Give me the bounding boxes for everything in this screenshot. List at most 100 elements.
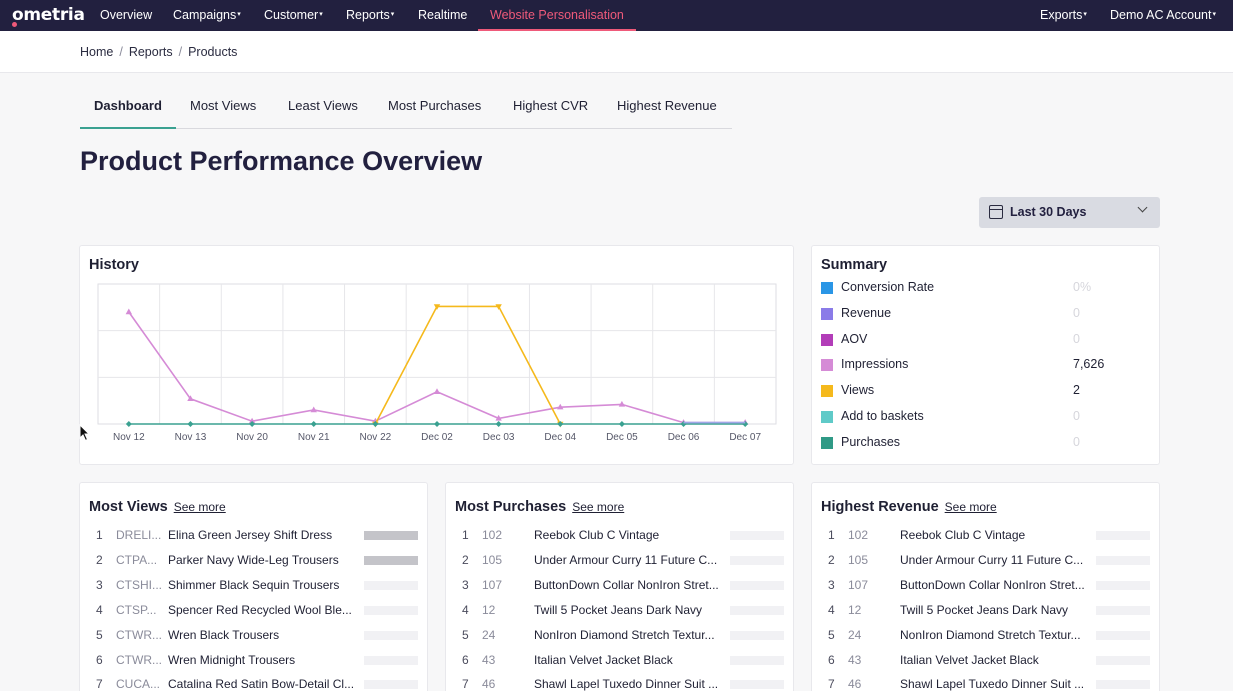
plot-area	[97, 283, 777, 425]
summary-value: 0	[1073, 409, 1080, 423]
list-item[interactable]: 2 CTPA... Parker Navy Wide-Leg Trousers	[89, 553, 420, 571]
list-item[interactable]: 4 CTSP... Spencer Red Recycled Wool Ble...	[89, 603, 420, 621]
data-point-impressions[interactable]	[248, 417, 256, 424]
list-item[interactable]: 3 CTSHI... Shimmer Black Sequin Trousers	[89, 578, 420, 596]
product-name: Reebok Club C Vintage	[900, 528, 1026, 542]
data-point-purchases[interactable]	[434, 421, 440, 427]
nav-realtime[interactable]: Realtime	[418, 0, 467, 31]
data-point-impressions[interactable]	[310, 406, 317, 413]
most-purchases-see-more-link[interactable]: See more	[572, 500, 625, 514]
breadcrumb-home[interactable]: Home	[80, 45, 114, 59]
summary-value: 0	[1073, 434, 1080, 449]
list-rank: 3	[96, 577, 103, 592]
data-point-views[interactable]	[433, 304, 441, 310]
product-code: 43	[482, 652, 496, 667]
data-point-purchases[interactable]	[372, 421, 379, 427]
list-item[interactable]: 1 102 Reebok Club C Vintage	[455, 528, 786, 546]
value-bar	[730, 680, 784, 690]
data-point-impressions[interactable]	[495, 414, 502, 421]
data-point-purchases[interactable]	[310, 421, 317, 427]
list-item[interactable]: 5 CTWR... Wren Black Trousers	[89, 628, 420, 646]
data-point-purchases[interactable]	[249, 421, 256, 427]
list-rank: 4	[462, 602, 469, 617]
nav-reports[interactable]: Reports▾	[346, 0, 394, 31]
tab-least-views[interactable]: Least Views	[288, 98, 358, 113]
list-item[interactable]: 7 CUCA... Catalina Red Satin Bow-Detail Cl…	[89, 677, 420, 691]
list-item[interactable]: 1 DRELI... Elina Green Jersey Shift Dress	[89, 528, 420, 546]
data-point-views[interactable]	[495, 304, 502, 310]
data-point-impressions[interactable]	[125, 308, 133, 315]
list-item[interactable]: 7 46 Shawl Lapel Tuxedo Dinner Suit ...	[455, 677, 786, 691]
product-code: 46	[848, 677, 862, 691]
list-item[interactable]: 2 105 Under Armour Curry 11 Future C...	[455, 553, 786, 571]
value-bar-fill	[364, 555, 418, 565]
summary-row: AOV 0	[821, 332, 1151, 350]
product-code: 107	[482, 577, 503, 592]
active-tab-indicator	[80, 127, 176, 129]
list-rank: 3	[828, 577, 835, 592]
product-name: Shimmer Black Sequin Trousers	[168, 577, 340, 592]
data-point-purchases[interactable]	[187, 421, 194, 427]
nav-customer[interactable]: Customer▾	[264, 0, 323, 31]
most-views-title: Most Views See more	[89, 499, 226, 515]
value-bar	[1096, 655, 1150, 665]
value-bar	[730, 605, 784, 615]
product-name: Italian Velvet Jacket Black	[534, 652, 673, 667]
data-point-purchases[interactable]	[557, 421, 564, 427]
x-tick-label: Dec 07	[729, 432, 761, 443]
highest-revenue-see-more-link[interactable]: See more	[944, 500, 997, 514]
tab-most-purchases[interactable]: Most Purchases	[388, 98, 482, 113]
list-item[interactable]: 5 24 NonIron Diamond Stretch Textur...	[455, 628, 786, 646]
list-rank: 1	[96, 528, 103, 542]
list-item[interactable]: 7 46 Shawl Lapel Tuxedo Dinner Suit ...	[821, 677, 1152, 691]
nav-exports-label: Exports	[1040, 8, 1083, 22]
list-item[interactable]: 2 105 Under Armour Curry 11 Future C...	[821, 553, 1152, 571]
list-item[interactable]: 4 12 Twill 5 Pocket Jeans Dark Navy	[821, 603, 1152, 621]
breadcrumb-reports[interactable]: Reports	[128, 45, 173, 59]
data-point-purchases[interactable]	[495, 421, 502, 427]
data-point-purchases[interactable]	[618, 421, 625, 427]
tab-highest-cvr[interactable]: Highest CVR	[513, 98, 589, 113]
value-bar	[364, 531, 418, 540]
ometria-logo[interactable]: ometria	[12, 5, 85, 27]
list-item[interactable]: 6 CTWR... Wren Midnight Trousers	[89, 653, 420, 671]
list-item[interactable]: 6 43 Italian Velvet Jacket Black	[821, 653, 1152, 671]
product-name: Under Armour Curry 11 Future C...	[900, 552, 1084, 567]
most-views-see-more-link[interactable]: See more	[173, 500, 226, 514]
product-code: CTSHI...	[116, 577, 163, 592]
data-point-impressions[interactable]	[187, 395, 194, 401]
list-item[interactable]: 4 12 Twill 5 Pocket Jeans Dark Navy	[455, 603, 786, 621]
nav-website-personalisation[interactable]: Website Personalisation	[478, 0, 636, 31]
data-point-purchases[interactable]	[125, 421, 132, 427]
caret-down-icon: ▾	[1212, 11, 1216, 18]
data-point-impressions[interactable]	[433, 388, 441, 394]
list-rank: 1	[462, 528, 469, 542]
tab-most-views[interactable]: Most Views	[190, 98, 257, 113]
summary-value: 0	[1073, 305, 1080, 320]
list-item[interactable]: 6 43 Italian Velvet Jacket Black	[455, 653, 786, 671]
legend-swatch-icon	[821, 411, 833, 423]
value-bar	[730, 531, 784, 540]
product-code: 43	[848, 652, 862, 667]
nav-campaigns[interactable]: Campaigns▾	[173, 0, 241, 31]
tab-dashboard[interactable]: Dashboard	[94, 98, 162, 113]
list-item[interactable]: 3 107 ButtonDown Collar NonIron Stret...	[455, 578, 786, 596]
breadcrumb-products: Products	[188, 45, 238, 59]
calendar-icon	[989, 205, 1003, 219]
data-point-impressions[interactable]	[557, 403, 564, 410]
caret-down-icon: ▾	[237, 11, 241, 18]
list-item[interactable]: 5 24 NonIron Diamond Stretch Textur...	[821, 628, 1152, 646]
product-code: 46	[482, 677, 496, 691]
tab-highest-revenue[interactable]: Highest Revenue	[617, 98, 717, 113]
nav-overview[interactable]: Overview	[100, 0, 152, 31]
date-range-dropdown[interactable]: Last 30 Days	[979, 197, 1160, 228]
list-item[interactable]: 1 102 Reebok Club C Vintage	[821, 528, 1152, 546]
nav-account-menu[interactable]: Demo AC Account▾	[1110, 0, 1216, 31]
value-bar	[730, 580, 784, 590]
data-point-impressions[interactable]	[618, 400, 626, 407]
list-item[interactable]: 3 107 ButtonDown Collar NonIron Stret...	[821, 578, 1152, 596]
breadcrumb-bar: Home / Reports / Products	[0, 31, 1233, 73]
product-code: CTWR...	[116, 652, 162, 667]
nav-exports[interactable]: Exports▾	[1040, 0, 1087, 31]
legend-swatch-icon	[821, 436, 833, 449]
